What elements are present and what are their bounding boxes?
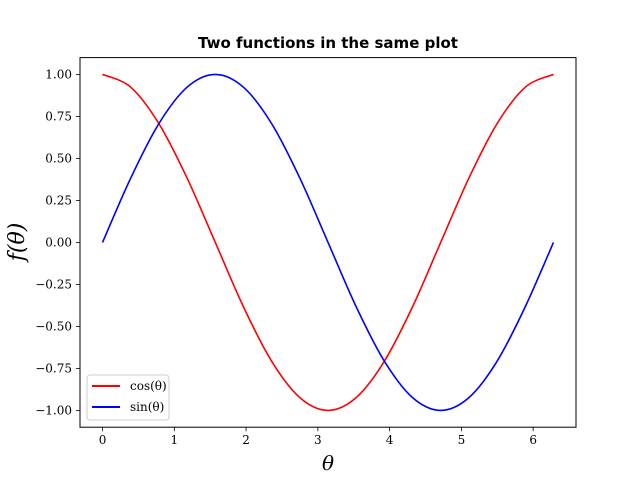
- y-tick-label: 0.75: [45, 109, 72, 123]
- x-tick-label: 5: [458, 433, 466, 447]
- legend-label-cos: cos(θ): [130, 379, 167, 393]
- legend: cos(θ) sin(θ): [86, 374, 170, 421]
- y-tick-label: 0.50: [45, 151, 72, 165]
- series-line-cos: [102, 73, 554, 412]
- y-tick-label: 0.25: [45, 193, 72, 207]
- series-layer: [101, 73, 555, 412]
- y-tick-label: −1.00: [35, 403, 72, 417]
- y-tick-label: −0.25: [35, 277, 72, 291]
- y-tick-label: 0.00: [45, 235, 72, 249]
- series-line-sin: [101, 73, 555, 412]
- y-tick-label: −0.75: [35, 361, 72, 375]
- x-tick-label: 0: [99, 433, 107, 447]
- chart-title: Two functions in the same plot: [198, 34, 458, 52]
- y-tick-label: −0.50: [35, 319, 72, 333]
- x-tick-label: 4: [386, 433, 394, 447]
- x-tick-label: 6: [529, 433, 537, 447]
- y-axis-label: f(θ): [5, 223, 30, 264]
- x-axis-label: θ: [322, 451, 334, 475]
- x-tick-label: 3: [314, 433, 322, 447]
- x-tick-label: 1: [170, 433, 178, 447]
- y-tick-label: 1.00: [45, 67, 72, 81]
- legend-label-sin: sin(θ): [130, 400, 164, 414]
- axis-ticks: 0 1 2 3 4 5 6 −1.00 −0.75 −0.50 −0.25 0.00 0.25 0.50 0…: [35, 67, 537, 447]
- x-tick-label: 2: [242, 433, 250, 447]
